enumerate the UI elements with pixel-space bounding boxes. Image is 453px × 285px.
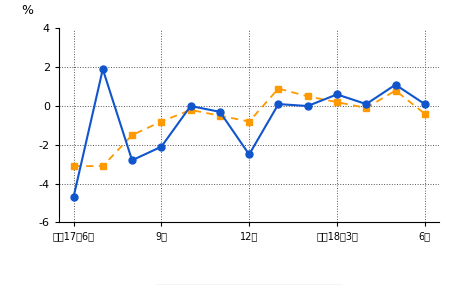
Text: %: %: [21, 4, 33, 17]
